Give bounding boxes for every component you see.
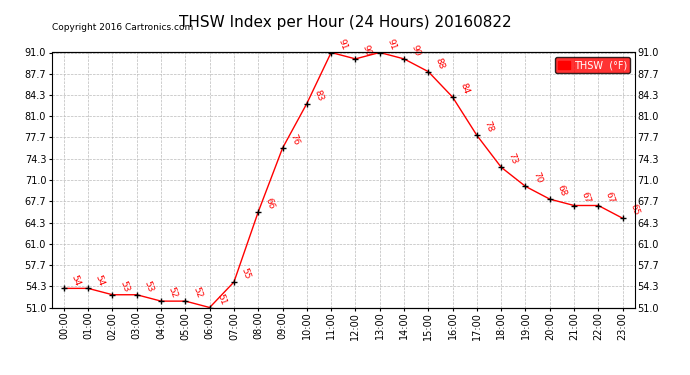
Text: 53: 53: [118, 279, 130, 293]
Text: 52: 52: [166, 286, 179, 300]
Text: 78: 78: [482, 120, 495, 134]
Text: THSW Index per Hour (24 Hours) 20160822: THSW Index per Hour (24 Hours) 20160822: [179, 15, 511, 30]
Text: 83: 83: [313, 88, 325, 102]
Text: 67: 67: [604, 190, 616, 204]
Text: 67: 67: [580, 190, 592, 204]
Text: 90: 90: [410, 44, 422, 57]
Text: 91: 91: [337, 37, 349, 51]
Text: 76: 76: [288, 133, 300, 147]
Text: 70: 70: [531, 171, 544, 185]
Text: 90: 90: [361, 44, 373, 57]
Text: 52: 52: [191, 286, 204, 300]
Text: 54: 54: [70, 273, 82, 287]
Text: 66: 66: [264, 196, 276, 210]
Text: 73: 73: [506, 152, 519, 166]
Legend: THSW  (°F): THSW (°F): [555, 57, 630, 73]
Text: 84: 84: [458, 82, 471, 96]
Text: 65: 65: [628, 203, 640, 217]
Text: 54: 54: [94, 273, 106, 287]
Text: Copyright 2016 Cartronics.com: Copyright 2016 Cartronics.com: [52, 22, 193, 32]
Text: 51: 51: [215, 292, 228, 306]
Text: 55: 55: [239, 267, 252, 280]
Text: 91: 91: [385, 37, 397, 51]
Text: 68: 68: [555, 184, 568, 198]
Text: 88: 88: [434, 56, 446, 70]
Text: 53: 53: [142, 279, 155, 293]
